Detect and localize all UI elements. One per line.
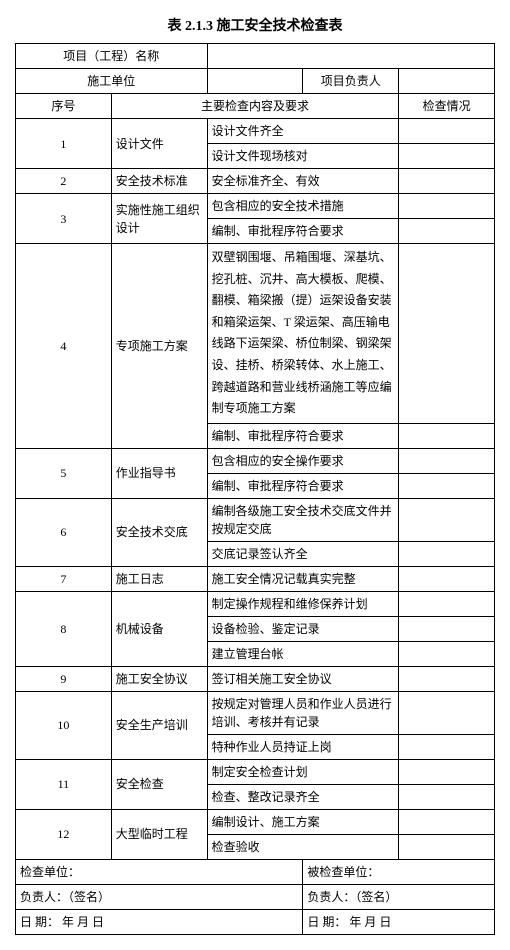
req-cell: 包含相应的安全操作要求 [207, 448, 399, 473]
cat-cell: 安全生产培训 [111, 691, 207, 759]
cat-cell: 作业指导书 [111, 448, 207, 498]
col-chk: 检查情况 [399, 94, 495, 119]
project-label: 项目（工程）名称 [16, 44, 208, 69]
seq-cell: 1 [16, 119, 112, 169]
chk-cell[interactable] [399, 219, 495, 244]
seq-cell: 10 [16, 691, 112, 759]
chk-cell[interactable] [399, 759, 495, 784]
cat-cell: 实施性施工组织设计 [111, 194, 207, 244]
leader-sign-left[interactable]: 负责人：（签名） [16, 884, 303, 909]
seq-cell: 5 [16, 448, 112, 498]
cat-cell: 安全检查 [111, 759, 207, 809]
req-cell: 检查、整改记录齐全 [207, 784, 399, 809]
req-cell: 制定安全检查计划 [207, 759, 399, 784]
seq-cell: 9 [16, 666, 112, 691]
req-cell: 制定操作规程和维修保养计划 [207, 591, 399, 616]
col-req: 主要检查内容及要求 [111, 94, 398, 119]
req-cell: 安全标准齐全、有效 [207, 169, 399, 194]
cat-cell: 施工安全协议 [111, 666, 207, 691]
chk-cell[interactable] [399, 194, 495, 219]
chk-cell[interactable] [399, 119, 495, 144]
chk-cell[interactable] [399, 448, 495, 473]
date-left[interactable]: 日 期： 年 月 日 [16, 909, 303, 934]
inspection-table: 项目（工程）名称 施工单位 项目负责人 序号 主要检查内容及要求 检查情况 1 … [15, 43, 495, 935]
req-cell: 设计文件齐全 [207, 119, 399, 144]
req-cell: 编制、审批程序符合要求 [207, 473, 399, 498]
req-cell: 建立管理台帐 [207, 641, 399, 666]
leader-sign-right[interactable]: 负责人：（签名） [303, 884, 495, 909]
chk-cell[interactable] [399, 144, 495, 169]
chk-cell[interactable] [399, 666, 495, 691]
chk-cell[interactable] [399, 641, 495, 666]
cat-cell: 安全技术交底 [111, 498, 207, 566]
req-cell: 设备检验、鉴定记录 [207, 616, 399, 641]
chk-cell[interactable] [399, 473, 495, 498]
req-cell: 编制、审批程序符合要求 [207, 423, 399, 448]
req-cell: 编制设计、施工方案 [207, 809, 399, 834]
chk-cell[interactable] [399, 498, 495, 541]
req-cell: 编制、审批程序符合要求 [207, 219, 399, 244]
seq-cell: 12 [16, 809, 112, 859]
chk-cell[interactable] [399, 616, 495, 641]
req-cell: 施工安全情况记载真实完整 [207, 566, 399, 591]
date-right[interactable]: 日 期： 年 月 日 [303, 909, 495, 934]
chk-cell[interactable] [399, 541, 495, 566]
unit-value[interactable] [207, 69, 303, 94]
cat-cell: 安全技术标准 [111, 169, 207, 194]
cat-cell: 机械设备 [111, 591, 207, 666]
project-value[interactable] [207, 44, 494, 69]
chk-cell[interactable] [399, 834, 495, 859]
leader-value[interactable] [399, 69, 495, 94]
req-cell: 特种作业人员持证上岗 [207, 734, 399, 759]
req-cell: 交底记录签认齐全 [207, 541, 399, 566]
chk-cell[interactable] [399, 734, 495, 759]
chk-cell[interactable] [399, 691, 495, 734]
chk-cell[interactable] [399, 809, 495, 834]
req-cell: 检查验收 [207, 834, 399, 859]
chk-cell[interactable] [399, 566, 495, 591]
cat-cell: 施工日志 [111, 566, 207, 591]
seq-cell: 11 [16, 759, 112, 809]
seq-cell: 7 [16, 566, 112, 591]
chk-cell[interactable] [399, 784, 495, 809]
seq-cell: 8 [16, 591, 112, 666]
cat-cell: 设计文件 [111, 119, 207, 169]
req-cell: 签订相关施工安全协议 [207, 666, 399, 691]
seq-cell: 6 [16, 498, 112, 566]
seq-cell: 2 [16, 169, 112, 194]
page-title: 表 2.1.3 施工安全技术检查表 [15, 15, 495, 35]
chk-cell[interactable] [399, 244, 495, 424]
check-unit[interactable]: 检查单位： [16, 859, 303, 884]
chk-cell[interactable] [399, 423, 495, 448]
seq-cell: 3 [16, 194, 112, 244]
cat-cell: 大型临时工程 [111, 809, 207, 859]
chk-cell[interactable] [399, 169, 495, 194]
req-cell: 编制各级施工安全技术交底文件并按规定交底 [207, 498, 399, 541]
checked-unit[interactable]: 被检查单位： [303, 859, 495, 884]
unit-label: 施工单位 [16, 69, 208, 94]
seq-cell: 4 [16, 244, 112, 449]
req-cell: 双壁钢围堰、吊箱围堰、深基坑、挖孔桩、沉井、高大模板、爬模、翻模、箱梁搬（提）运… [207, 244, 399, 424]
chk-cell[interactable] [399, 591, 495, 616]
req-cell: 按规定对管理人员和作业人员进行培训、考核并有记录 [207, 691, 399, 734]
req-cell: 包含相应的安全技术措施 [207, 194, 399, 219]
col-seq: 序号 [16, 94, 112, 119]
cat-cell: 专项施工方案 [111, 244, 207, 449]
leader-label: 项目负责人 [303, 69, 399, 94]
req-cell: 设计文件现场核对 [207, 144, 399, 169]
